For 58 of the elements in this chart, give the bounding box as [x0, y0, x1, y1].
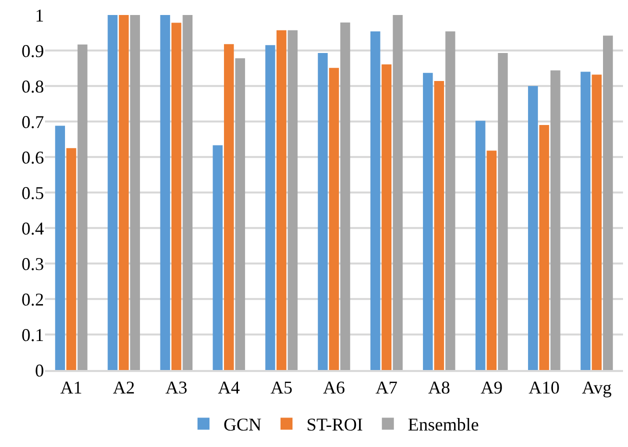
- bar: [265, 45, 276, 370]
- bar: [498, 52, 508, 370]
- bar: [422, 72, 433, 370]
- x-tick-label: A1: [60, 377, 82, 398]
- bar: [434, 81, 444, 370]
- bar: [235, 58, 246, 370]
- bar: [78, 44, 88, 370]
- bar: [539, 125, 550, 370]
- x-tick-label: A6: [323, 377, 345, 398]
- bar: [445, 31, 456, 370]
- y-tick-label: 0.8: [22, 76, 44, 96]
- bar: [340, 22, 350, 370]
- legend-label: GCN: [224, 414, 262, 435]
- y-tick-label: 0.6: [22, 147, 44, 168]
- bar: [182, 15, 193, 370]
- y-tick-label: 0: [35, 360, 44, 380]
- y-tick-label: 0.7: [22, 112, 44, 132]
- bar: [603, 36, 613, 370]
- bar: [580, 72, 590, 370]
- x-tick-label: A5: [270, 377, 292, 398]
- bar: [370, 31, 380, 370]
- bar: [486, 150, 497, 370]
- x-tick-label: A10: [528, 377, 560, 398]
- bar: [160, 15, 170, 370]
- bar: [475, 120, 486, 370]
- y-tick-label: 1: [35, 5, 44, 26]
- x-tick-label: A8: [428, 377, 450, 398]
- x-tick-label: A4: [218, 377, 240, 398]
- x-tick-label: A9: [480, 377, 503, 398]
- bar: [276, 30, 286, 370]
- bar: [528, 86, 538, 370]
- bar: [66, 148, 76, 370]
- bar: [329, 68, 339, 370]
- y-tick-label: 0.1: [22, 324, 44, 345]
- bar: [318, 52, 328, 370]
- y-tick-label: 0.4: [22, 218, 44, 238]
- y-tick-label: 0.3: [22, 254, 44, 274]
- bar: [55, 126, 65, 370]
- bar: [382, 64, 392, 370]
- legend-label: Ensemble: [408, 414, 479, 435]
- bar: [212, 145, 223, 370]
- x-tick-label: Avg: [582, 377, 612, 398]
- y-tick-label: 0.2: [22, 289, 44, 310]
- x-tick-label: A2: [112, 377, 135, 398]
- bar: [288, 30, 298, 370]
- bar: [171, 22, 182, 370]
- bar: [592, 74, 602, 370]
- bar: [392, 15, 403, 370]
- legend-label: ST-ROI: [306, 414, 363, 435]
- x-tick-label: A3: [165, 377, 188, 398]
- bar: [130, 15, 140, 370]
- bar: [550, 70, 560, 370]
- bar: [118, 15, 129, 370]
- x-tick-label: A7: [376, 377, 398, 398]
- y-tick-label: 0.9: [22, 40, 44, 61]
- bar: [224, 44, 234, 370]
- y-tick-label: 0.5: [22, 182, 44, 203]
- bar: [108, 15, 118, 370]
